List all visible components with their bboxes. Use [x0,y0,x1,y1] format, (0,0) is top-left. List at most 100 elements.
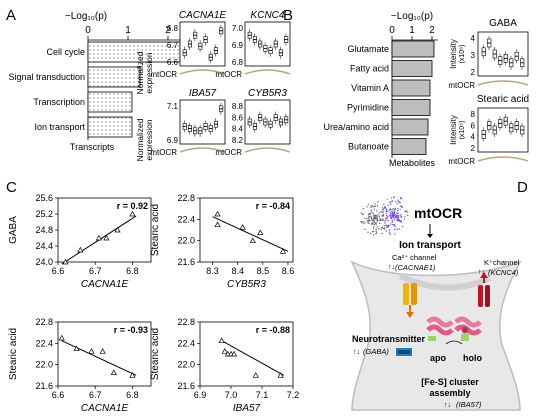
x-tick-label: 6.8 [126,266,139,276]
cloud-dot [381,226,383,229]
cloud-dot [364,228,366,231]
cloud-dot [371,222,374,224]
neurotransmitter-vesicle-icon [396,348,412,356]
cloud-dot [376,219,379,221]
cloud-dot [362,221,364,223]
panel-a-bar [87,66,141,88]
cloud-dot [388,231,390,233]
cloud-dot [387,210,389,213]
scatter-point [129,372,136,378]
panel-b-axis-title: −Log₁₀(p) [391,11,433,22]
cloud-dot [397,229,399,231]
cloud-dot [376,220,378,222]
gene-plot-frame [244,21,291,67]
panel-b-bar [391,79,431,97]
cloud-dot [404,210,406,213]
correlation-annotation: r = -0.84 [256,201,290,211]
cloud-dot [369,219,371,222]
cloud-dot [389,213,392,216]
cloud-dot [397,200,399,202]
cloud-dot [384,220,386,222]
cloud-dot [370,216,372,218]
scatter-point [58,334,65,341]
cloud-dot [382,213,385,216]
x-tick-label: 7.1 [256,390,269,400]
cloud-dot [390,200,393,203]
apo-holo-arrow [445,340,463,345]
cloud-dot [393,195,396,198]
x-tick-label: 6.7 [89,266,102,276]
cloud-dot [373,208,375,210]
panel-a-letter: A [6,7,16,24]
scatter-point [110,369,117,376]
cloud-dot [394,214,397,216]
cloud-dot [399,196,402,199]
scatter-frame [199,197,294,263]
cloud-dot [366,220,369,222]
cloud-dot [404,215,406,218]
panel-b-category-label: Butanoate [348,142,389,152]
y-tick-label: 22.8 [177,193,195,203]
iba-gene-label: (IBA57) [456,400,482,409]
cloud-dot [370,209,372,212]
gene-xaxis-label: mtOCR [150,70,177,79]
cloud-dot [366,206,368,208]
cloud-dot [361,213,364,215]
cloud-dot [387,215,389,218]
scatter-xlabel: CACNA1E [81,403,129,414]
cloud-dot [383,224,385,227]
x-tick-label: 7.2 [287,390,300,400]
cloud-dot [385,210,388,212]
cloud-dot [399,219,401,222]
cloud-dot [386,218,388,220]
cloud-dot [374,205,376,208]
cloud-dot [367,204,370,206]
cloud-dot [375,233,377,235]
cloud-dot [364,221,366,223]
panel-b-bar [391,118,429,136]
gene-plot-frame [179,21,226,67]
cloud-dot [400,220,403,222]
x-tick-label: 7.0 [225,390,238,400]
panel-b-bar [391,99,431,116]
scatter-frame [57,197,152,263]
cloud-dot [389,233,391,235]
correlation-annotation: r = -0.88 [256,325,290,335]
cloud-dot [367,217,370,219]
gene-tick-label: 8.4 [232,125,244,134]
panel-a-category-label: Signal transduction [8,72,85,82]
x-tick-label: 6.8 [126,390,139,400]
cloud-dot [399,214,402,216]
cloud-dot [382,210,384,212]
cloud-dot [393,214,395,216]
y-tick-label: 25.6 [35,193,53,203]
y-tick-label: 22.0 [35,360,53,370]
intensity-plot-frame [477,31,529,77]
panel-a-ylabel-1: Normalized [135,51,145,94]
panel-b-bar [391,60,433,77]
x-tick-label: 6.6 [52,266,65,276]
iba-updown-icon: ↑↓ [444,402,451,409]
cloud-dot [393,219,395,221]
cloud-dot [393,228,396,231]
cloud-dot [372,234,375,236]
gene-tick-label: 8.6 [232,113,244,122]
cloud-dot [383,203,385,206]
cloud-dot [389,208,391,210]
cloud-dot [393,210,395,212]
cloud-dot [373,223,375,225]
intensity-plot-frame [477,107,529,153]
ca-gene-label: (CACNAE1) [395,263,436,272]
cloud-dot [362,208,364,210]
fes-label-1: [Fe-S] cluster [421,377,479,387]
gene-title: IBA57 [189,88,217,99]
cloud-dot [406,211,409,213]
panel-a-bar [87,91,133,113]
cloud-dot [398,228,401,230]
intensity-ylabel: Intensity [449,39,458,69]
cloud-dot [360,212,363,214]
panel-b-bar [391,40,435,58]
scatter-xlabel: IBA57 [233,403,261,414]
cloud-dot [372,227,375,230]
cloud-dot [375,216,377,218]
